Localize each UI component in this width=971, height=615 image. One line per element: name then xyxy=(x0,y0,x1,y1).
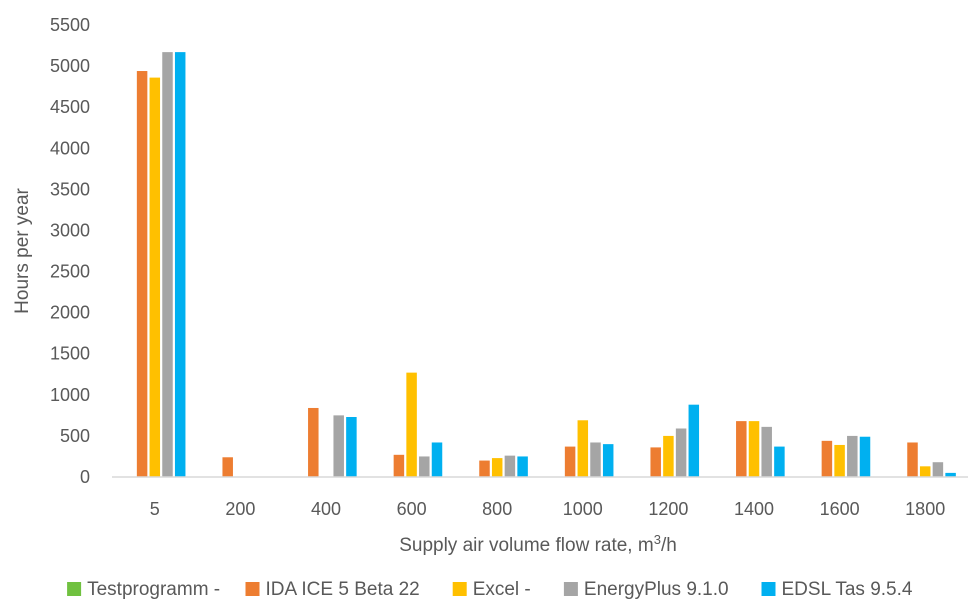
bar xyxy=(479,460,490,477)
y-tick-label: 2000 xyxy=(50,303,90,323)
bar xyxy=(748,421,760,477)
bars xyxy=(136,52,956,478)
legend-swatch xyxy=(67,582,82,596)
y-axis-title: Hours per year xyxy=(12,188,33,314)
bar xyxy=(333,415,344,477)
x-tick-label: 400 xyxy=(311,499,341,519)
legend-label: Excel - xyxy=(473,579,531,600)
bar xyxy=(834,444,845,477)
bar xyxy=(149,77,161,477)
bar xyxy=(162,52,173,478)
y-tick-label: 2500 xyxy=(50,262,90,282)
bar xyxy=(431,442,443,477)
x-axis-title-superscript: 3 xyxy=(654,532,661,547)
x-tick-label: 1000 xyxy=(563,499,603,519)
x-tick-label: 1200 xyxy=(648,499,688,519)
legend-label: EnergyPlus 9.1.0 xyxy=(584,579,729,600)
bar xyxy=(736,421,747,477)
y-tick-label: 3000 xyxy=(50,220,90,240)
y-tick-label: 3500 xyxy=(50,179,90,199)
x-axis-title-main: Supply air volume flow rate, m xyxy=(399,535,654,556)
bar xyxy=(663,435,674,477)
y-tick-label: 0 xyxy=(80,467,90,487)
legend-swatch xyxy=(452,582,467,596)
legend-swatch xyxy=(563,582,578,596)
bar xyxy=(919,466,931,477)
y-tick-label: 1000 xyxy=(50,385,90,405)
y-axis-ticks: 0 500 1000 1500 2000 2500 3000 3500 4000 4500 5000… xyxy=(50,15,90,487)
bar xyxy=(907,442,918,477)
x-tick-label: 5 xyxy=(150,499,160,519)
bar xyxy=(406,372,417,477)
bar xyxy=(847,435,858,477)
bar xyxy=(577,420,589,477)
bar xyxy=(504,455,516,477)
bar xyxy=(675,428,687,477)
y-tick-label: 4500 xyxy=(50,97,90,117)
bar xyxy=(688,404,700,477)
legend-label: EDSL Tas 9.5.4 xyxy=(782,579,913,600)
legend: Testprogramm - IDA ICE 5 Beta 22 Excel - En… xyxy=(67,579,913,600)
x-tick-label: 200 xyxy=(225,499,255,519)
x-axis-title: Supply air volume flow rate, m3/h xyxy=(399,532,677,556)
bar xyxy=(517,456,528,477)
bar xyxy=(491,458,503,477)
legend-swatch xyxy=(761,582,776,596)
bar xyxy=(308,407,319,477)
y-tick-label: 1500 xyxy=(50,344,90,364)
legend-swatch xyxy=(245,582,260,596)
x-tick-label: 1800 xyxy=(905,499,945,519)
y-tick-label: 5500 xyxy=(50,15,90,35)
bar xyxy=(859,436,871,477)
y-tick-label: 500 xyxy=(60,426,90,446)
legend-item: EDSL Tas 9.5.4 xyxy=(761,579,913,600)
bar xyxy=(393,454,405,477)
legend-label: IDA ICE 5 Beta 22 xyxy=(266,579,420,600)
bar xyxy=(602,444,614,477)
bar xyxy=(346,417,357,477)
x-tick-label: 1600 xyxy=(820,499,860,519)
bar xyxy=(821,440,833,477)
legend-item: Testprogramm - xyxy=(67,579,220,600)
legend-item: IDA ICE 5 Beta 22 xyxy=(245,579,420,600)
y-tick-label: 4000 xyxy=(50,138,90,158)
bar xyxy=(945,472,956,477)
legend-item: Excel - xyxy=(452,579,531,600)
bar xyxy=(136,71,148,478)
bar xyxy=(590,442,601,477)
legend-item: EnergyPlus 9.1.0 xyxy=(563,579,729,600)
legend-label: Testprogramm - xyxy=(87,579,220,600)
bar xyxy=(650,447,661,477)
bar xyxy=(174,52,186,478)
x-tick-label: 1400 xyxy=(734,499,774,519)
bar xyxy=(774,446,785,477)
x-tick-label: 600 xyxy=(397,499,427,519)
bar xyxy=(761,426,772,477)
x-axis-ticks: 5 200 400 600 800 1000 1200 1400 1600 1800 xyxy=(150,499,945,519)
bar xyxy=(564,446,576,477)
x-axis-title-tail: /h xyxy=(661,535,677,556)
y-tick-label: 5000 xyxy=(50,56,90,76)
bar xyxy=(419,456,430,477)
bar xyxy=(932,462,944,477)
bar xyxy=(222,457,233,477)
x-tick-label: 800 xyxy=(482,499,512,519)
